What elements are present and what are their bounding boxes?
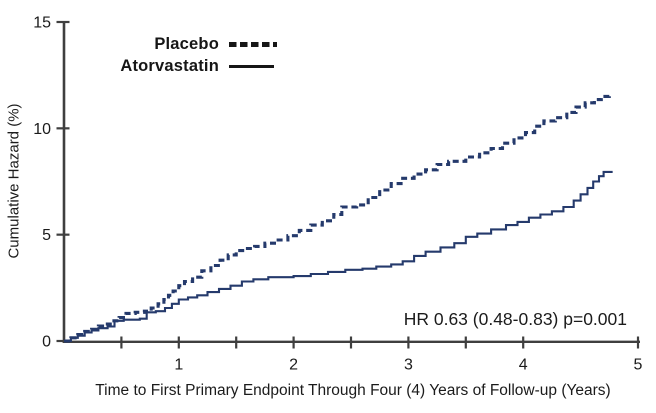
legend: Placebo Atorvastatin xyxy=(0,35,277,75)
atorvastatin-curve xyxy=(64,170,613,343)
legend-dashed-line-icon xyxy=(229,42,277,47)
x-tick-label: 2 xyxy=(289,357,298,374)
x-tick-label: 5 xyxy=(634,357,643,374)
legend-label-placebo: Placebo xyxy=(154,35,219,53)
legend-solid-line-icon xyxy=(229,65,274,68)
placebo-curve xyxy=(64,94,611,343)
legend-item-placebo: Placebo xyxy=(154,35,277,53)
x-axis-title: Time to First Primary Endpoint Through F… xyxy=(95,382,611,399)
y-tick-label: 10 xyxy=(33,121,51,138)
x-tick-label: 1 xyxy=(174,357,183,374)
y-tick-label: 15 xyxy=(33,15,51,32)
y-axis-title: Cumulative Hazard (%) xyxy=(5,103,23,259)
y-tick-label: 0 xyxy=(42,334,51,351)
hazard-ratio-annotation: HR 0.63 (0.48-0.83) p=0.001 xyxy=(403,309,627,329)
legend-item-atorvastatin: Atorvastatin xyxy=(120,57,277,75)
x-tick-label: 4 xyxy=(519,357,528,374)
legend-label-atorvastatin: Atorvastatin xyxy=(120,57,219,75)
y-tick-label: 5 xyxy=(42,227,51,244)
x-tick-label: 3 xyxy=(404,357,413,374)
